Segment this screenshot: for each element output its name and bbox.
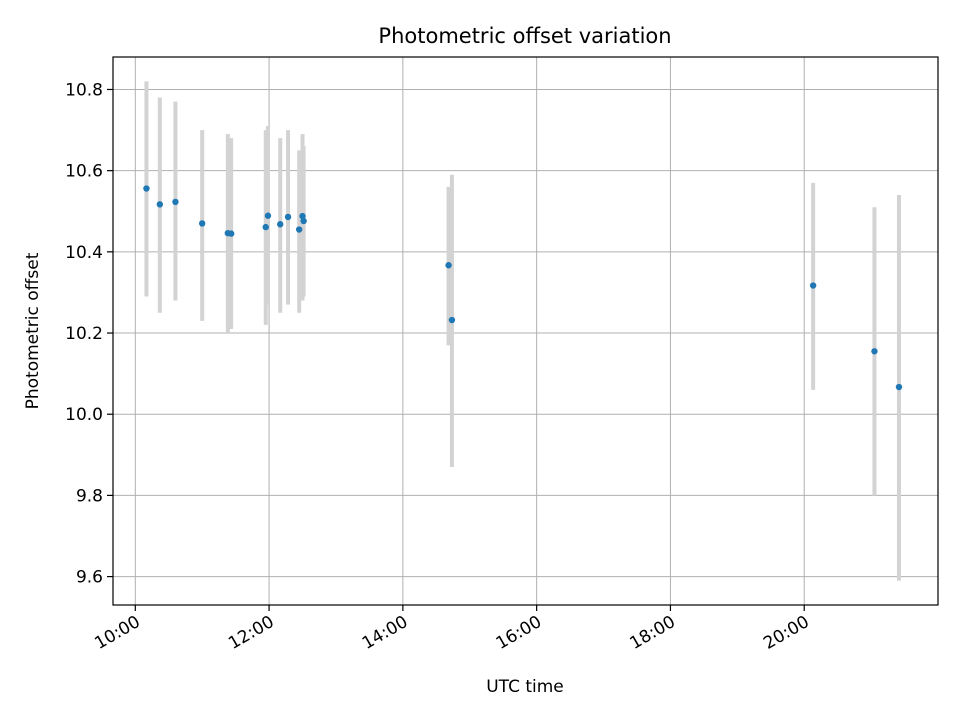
data-point <box>295 226 303 233</box>
data-point <box>895 383 903 391</box>
y-axis: 9.6 9.8 10.0 10.2 10.4 10.6 10.8 <box>65 80 113 588</box>
data-point <box>299 212 306 220</box>
data-point <box>300 217 307 225</box>
x-axis-label: UTC time <box>486 677 564 697</box>
data-point <box>172 198 179 206</box>
y-tick-label: 10.0 <box>65 405 103 425</box>
data-point <box>262 223 269 231</box>
y-tick-label: 9.6 <box>76 568 103 588</box>
data-point <box>198 220 206 227</box>
data-point <box>445 262 452 269</box>
y-axis-label: Photometric offset <box>23 252 43 409</box>
data-point <box>156 201 164 208</box>
data-point <box>277 221 284 228</box>
y-tick-label: 10.8 <box>65 80 103 100</box>
data-points <box>143 185 903 391</box>
data-point <box>227 230 235 237</box>
y-tick-label: 10.2 <box>65 324 103 344</box>
y-tick-label: 10.6 <box>65 162 103 182</box>
data-point <box>264 212 272 219</box>
chart-title: Photometric offset variation <box>378 24 671 48</box>
data-point <box>448 316 456 324</box>
data-point <box>284 213 292 221</box>
plot-frame <box>112 56 939 606</box>
y-tick-label: 10.4 <box>65 243 103 263</box>
data-point <box>143 185 150 192</box>
grid <box>113 57 938 605</box>
y-tick-label: 9.8 <box>76 486 103 506</box>
data-point <box>809 282 817 289</box>
data-point <box>871 348 878 355</box>
